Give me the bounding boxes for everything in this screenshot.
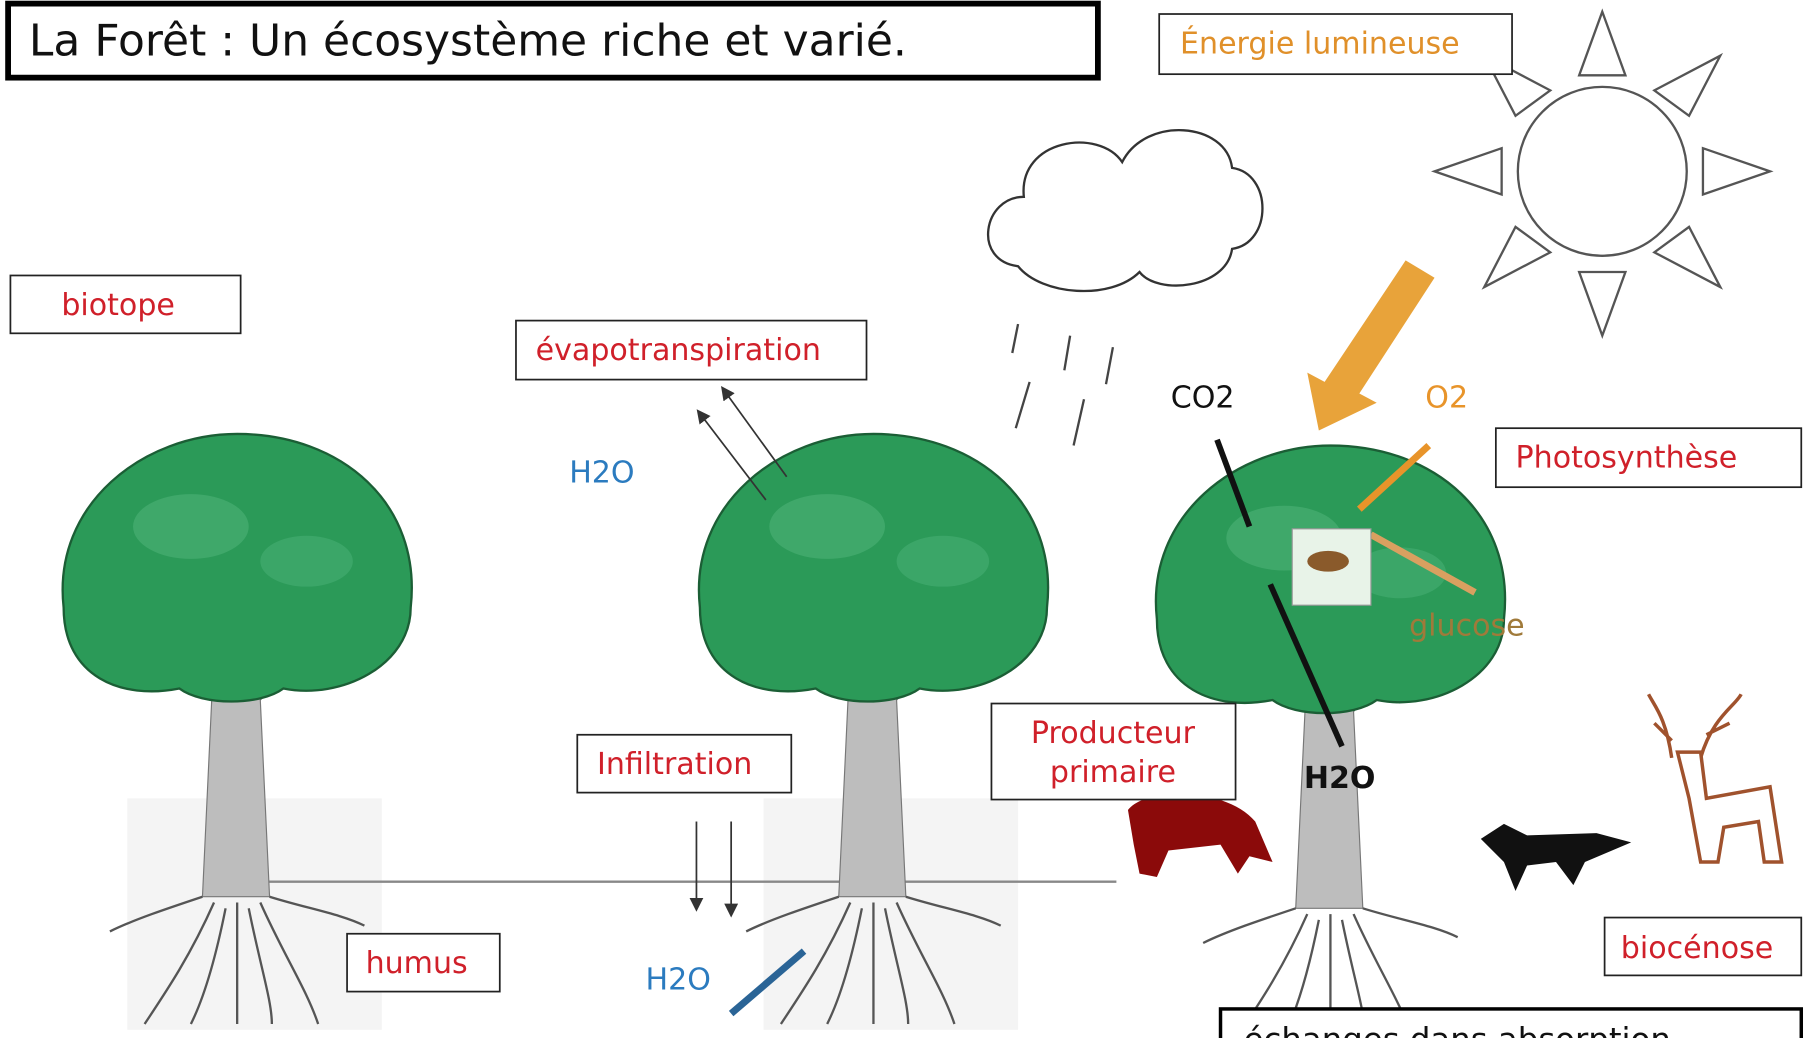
label-box [1603,916,1803,977]
photosynthesis-label: Photosynthèse [1516,441,1738,476]
title: La Forêt : Un écosystème riche et varié. [29,16,907,67]
fox [1480,823,1632,891]
label-box [1494,427,1803,489]
glucose-arrow [1369,531,1477,596]
cloud [986,129,1264,293]
label-box [990,702,1237,801]
humus-label: humus [366,946,468,981]
label-box [346,932,501,993]
boar [1127,793,1273,878]
h2o-tree-label: H2O [1304,761,1376,796]
label-box [9,274,242,335]
exchanges-label: échanges dans absorption [1244,1021,1671,1038]
producer-label: primaire [1050,755,1176,790]
biotope-label: biotope [61,288,175,323]
rain [1011,323,1115,446]
soil-arrow [728,948,807,1017]
evap-arrows [696,386,788,501]
deer [1647,693,1784,864]
label-box [515,319,868,381]
label-box [1218,1007,1804,1038]
o2-label: O2 [1425,380,1468,415]
title-box [5,0,1101,81]
label-box [576,733,793,794]
co2-arrow [1214,438,1253,528]
co2-label: CO2 [1171,380,1235,415]
evapotranspiration-label: évapotranspiration [536,333,821,368]
infiltration-arrows [689,821,739,918]
label-box [1158,13,1513,76]
energy-label: Énergie lumineuse [1180,25,1460,61]
light-arrow [1307,260,1435,431]
biocenosis-label: biocénose [1621,931,1773,966]
h2o-arrow [1267,583,1345,748]
h2o-soil-label: H2O [646,962,711,997]
producer-label: Producteur [1031,716,1196,751]
h2o-label: H2O [569,456,634,491]
o2-arrow [1356,442,1432,512]
glucose-label: glucose [1409,608,1525,643]
bird-body [1307,550,1349,572]
infiltration-label: Infiltration [597,747,752,782]
